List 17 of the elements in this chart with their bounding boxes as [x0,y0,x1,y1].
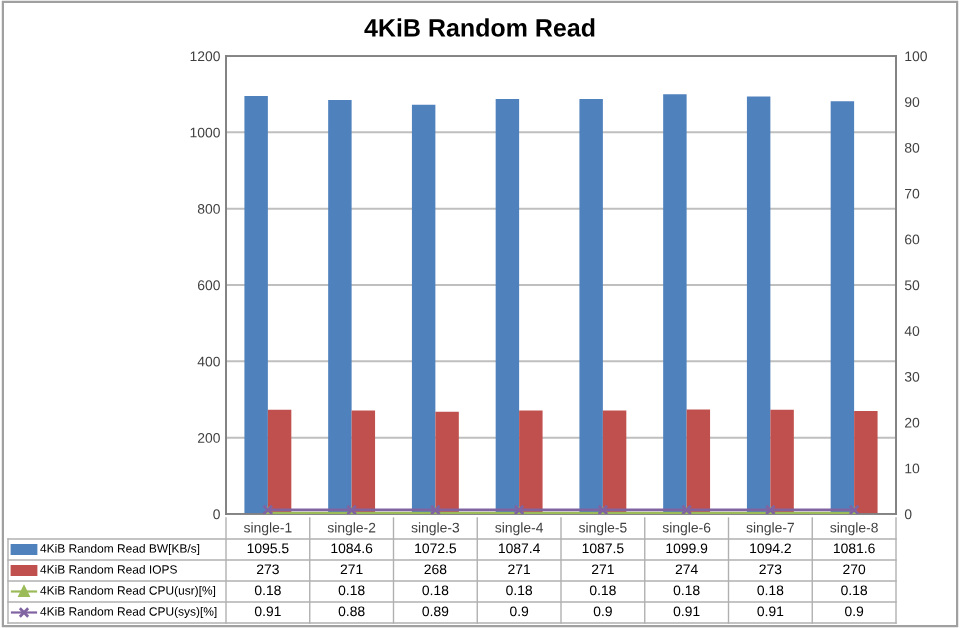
bar [830,101,855,514]
bar [579,98,603,514]
bar [411,104,436,514]
bar [686,409,711,514]
bar [854,410,878,514]
bar [351,410,376,514]
bar [328,100,352,514]
bar [602,410,627,514]
bar [435,411,459,514]
bar [663,94,687,514]
bar [770,409,794,514]
bar [746,96,771,514]
chart-title: 4KiB Random Read [364,18,595,37]
bar [244,95,268,514]
bar [267,409,292,514]
bar [495,98,520,514]
bar [519,410,543,514]
